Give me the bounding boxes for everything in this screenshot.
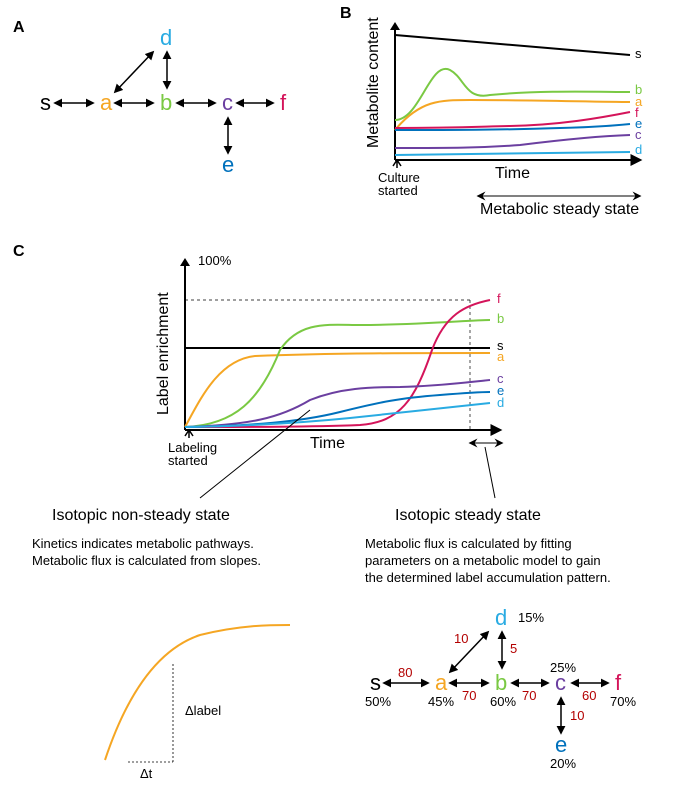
flux-ce: 10	[570, 708, 584, 723]
fn-s: s	[370, 670, 381, 695]
pct-d: 15%	[518, 610, 544, 625]
labeling-started-2: started	[168, 453, 208, 468]
flux-sa: 80	[398, 665, 412, 680]
node-e: e	[222, 152, 234, 177]
flux-network: s a b c f d e 50% 45% 60% 25% 15% 20% 70…	[365, 605, 636, 771]
node-f: f	[280, 90, 287, 115]
culture-started-2: started	[378, 183, 418, 198]
c-lab-b: b	[497, 311, 504, 326]
flux-ad: 10	[454, 631, 468, 646]
node-c: c	[222, 90, 233, 115]
flux-ab: 70	[462, 688, 476, 703]
panel-b-ylabel: Metabolite content	[365, 17, 382, 148]
steady-body3: the determined label accumulation patter…	[365, 570, 611, 585]
delta-diagram: Δlabel Δt	[105, 625, 290, 781]
c-lab-d: d	[497, 395, 504, 410]
node-b: b	[160, 90, 172, 115]
steady-body2: parameters on a metabolic model to gain	[365, 553, 601, 568]
delta-label: Δlabel	[185, 703, 221, 718]
c-lab-f: f	[497, 291, 501, 306]
fn-e: e	[555, 732, 567, 757]
pct-a: 45%	[428, 694, 454, 709]
flux-bc: 70	[522, 688, 536, 703]
pct-s: 50%	[365, 694, 391, 709]
fn-a: a	[435, 670, 448, 695]
flux-bd: 5	[510, 641, 517, 656]
panel-letter-c: C	[13, 243, 25, 260]
panel-b-xlabel: Time	[495, 165, 530, 182]
pct-c: 25%	[550, 660, 576, 675]
flux-cf: 60	[582, 688, 596, 703]
panel-letter-b: B	[340, 5, 352, 22]
panel-c-chart: 100% Label enrichment Time f b s a c e d…	[155, 253, 505, 498]
steady-title: Isotopic steady state	[395, 507, 541, 524]
fn-d: d	[495, 605, 507, 630]
panel-letter-a: A	[13, 19, 25, 36]
panel-c-ylabel: Label enrichment	[155, 292, 172, 415]
panel-a-network: s a b c f d e	[40, 25, 287, 177]
c-lab-a: a	[497, 349, 505, 364]
delta-t: Δt	[140, 766, 153, 781]
label-s: s	[635, 46, 642, 61]
figure-root: A s a b c f d e B Metabolite content Tim…	[0, 0, 685, 797]
ytick-100: 100%	[198, 253, 232, 268]
panel-b-chart: Metabolite content Time s b a f e c d Cu…	[365, 17, 643, 218]
steady-body1: Metabolic flux is calculated by fitting	[365, 536, 572, 551]
pct-b: 60%	[490, 694, 516, 709]
label-c: c	[635, 127, 642, 142]
panel-b-steady: Metabolic steady state	[480, 201, 639, 218]
fn-f: f	[615, 670, 622, 695]
label-d: d	[635, 142, 642, 157]
fn-b: b	[495, 670, 507, 695]
node-d: d	[160, 25, 172, 50]
panel-c-xlabel: Time	[310, 435, 345, 452]
node-s: s	[40, 90, 51, 115]
pct-f: 70%	[610, 694, 636, 709]
nonsteady-body1: Kinetics indicates metabolic pathways.	[32, 536, 254, 551]
pct-e: 20%	[550, 756, 576, 771]
node-a: a	[100, 90, 113, 115]
nonsteady-body2: Metabolic flux is calculated from slopes…	[32, 553, 261, 568]
nonsteady-title: Isotopic non-steady state	[52, 507, 230, 524]
